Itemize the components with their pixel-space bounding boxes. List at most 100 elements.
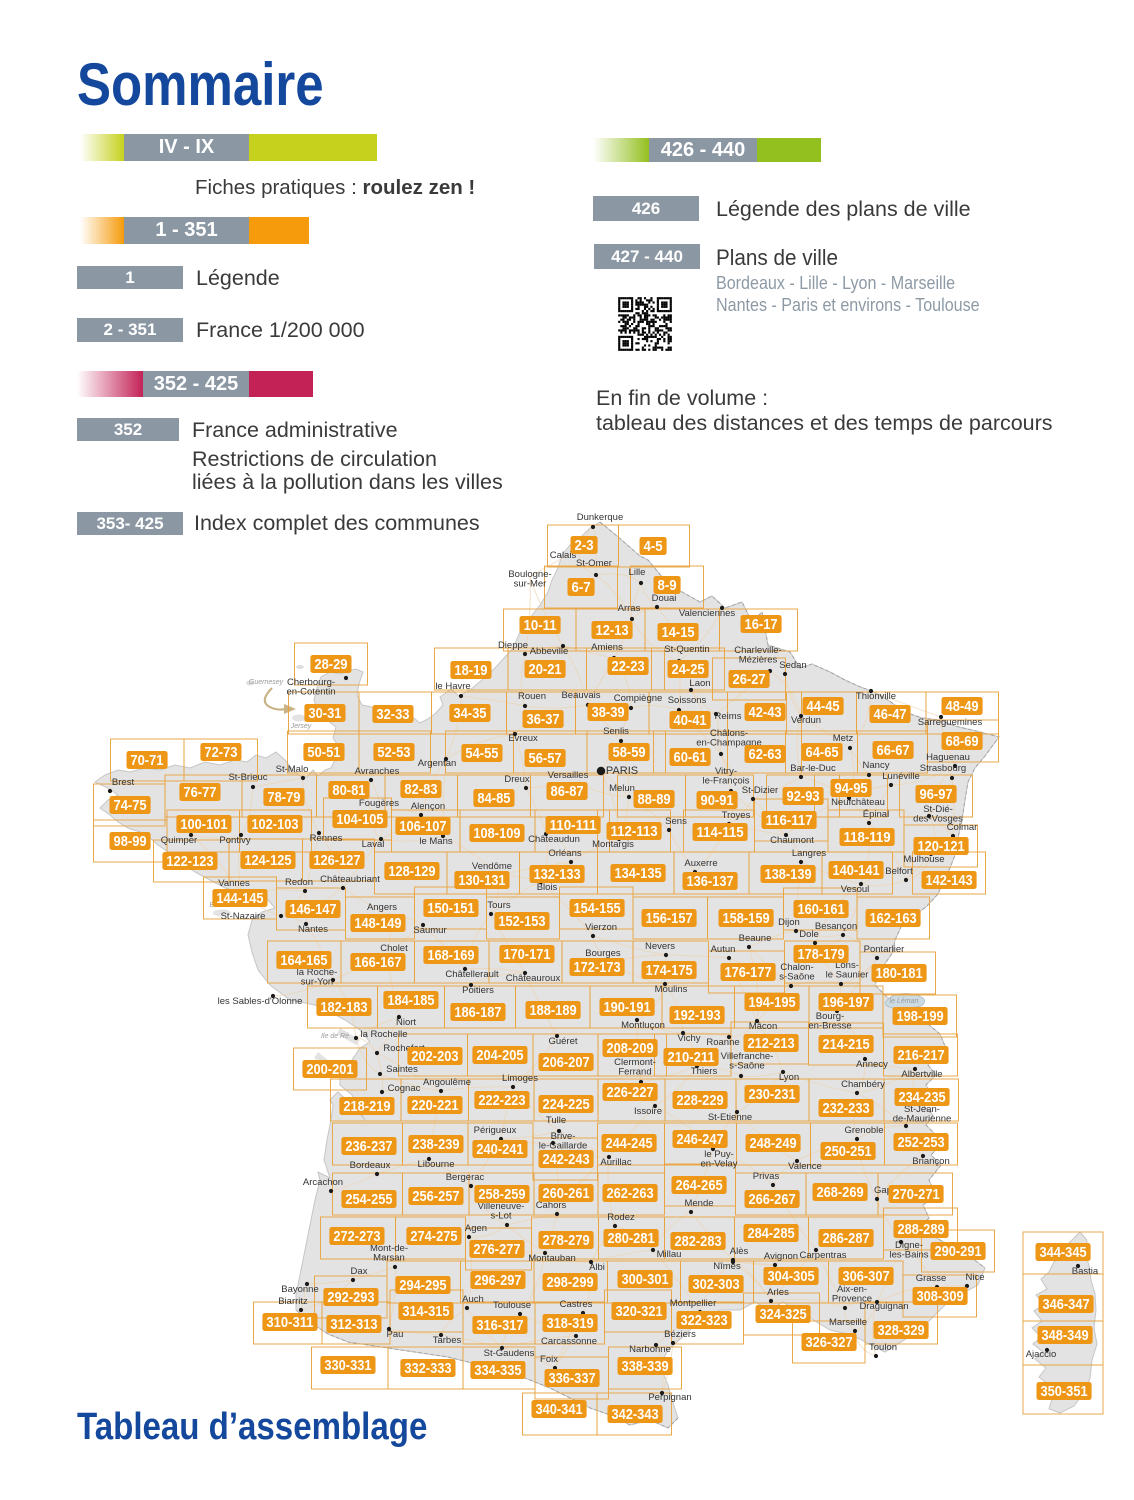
svg-text:148-149: 148-149 xyxy=(354,915,401,932)
svg-text:6-7: 6-7 xyxy=(572,579,591,596)
svg-text:Libourne: Libourne xyxy=(418,1159,455,1170)
svg-text:Evreux: Evreux xyxy=(508,733,538,744)
svg-text:110-111: 110-111 xyxy=(550,817,597,834)
svg-text:Carpentras: Carpentras xyxy=(800,1250,847,1261)
svg-text:Cognac: Cognac xyxy=(388,1083,421,1094)
svg-text:302-303: 302-303 xyxy=(693,1276,740,1293)
svg-text:Valenciennes: Valenciennes xyxy=(679,608,736,619)
svg-text:Privas: Privas xyxy=(753,1171,780,1182)
svg-text:340-341: 340-341 xyxy=(536,1401,583,1418)
svg-text:Narbonne: Narbonne xyxy=(629,1344,671,1355)
svg-text:s-Saône: s-Saône xyxy=(779,972,814,983)
svg-text:Orléans: Orléans xyxy=(548,848,582,859)
svg-text:130-131: 130-131 xyxy=(458,872,505,889)
svg-text:118-119: 118-119 xyxy=(844,829,891,846)
svg-text:Guernesey: Guernesey xyxy=(249,679,284,686)
svg-text:Nantes: Nantes xyxy=(298,924,328,935)
svg-text:Sens: Sens xyxy=(665,816,687,827)
svg-text:Pau: Pau xyxy=(387,1329,404,1340)
svg-text:Chaumont: Chaumont xyxy=(770,835,814,846)
svg-text:166-167: 166-167 xyxy=(354,954,401,971)
svg-text:186-187: 186-187 xyxy=(454,1004,501,1021)
svg-text:Chalon-: Chalon- xyxy=(780,962,813,973)
svg-text:Villeneuve-: Villeneuve- xyxy=(478,1201,525,1212)
svg-text:310-311: 310-311 xyxy=(266,1314,313,1331)
svg-text:Mont-de-: Mont-de- xyxy=(370,1243,408,1254)
svg-text:204-205: 204-205 xyxy=(476,1047,523,1064)
svg-text:150-151: 150-151 xyxy=(427,900,474,917)
svg-text:le Léman: le Léman xyxy=(890,998,919,1005)
svg-text:de-Maurienne: de-Maurienne xyxy=(893,1114,952,1125)
svg-text:184-185: 184-185 xyxy=(387,992,434,1009)
svg-text:Aurillac: Aurillac xyxy=(600,1157,631,1168)
svg-text:Sarreguemines: Sarreguemines xyxy=(918,717,983,728)
svg-text:206-207: 206-207 xyxy=(543,1054,590,1071)
svg-text:Bastia: Bastia xyxy=(1072,1266,1099,1277)
svg-text:96-97: 96-97 xyxy=(920,786,953,803)
svg-text:en-Velay: en-Velay xyxy=(701,1159,738,1170)
svg-text:202-203: 202-203 xyxy=(411,1048,458,1065)
svg-text:318-319: 318-319 xyxy=(547,1315,594,1332)
svg-text:28-29: 28-29 xyxy=(314,656,347,673)
svg-text:278-279: 278-279 xyxy=(543,1232,590,1249)
svg-text:Châtellerault: Châtellerault xyxy=(445,969,499,980)
svg-text:Agen: Agen xyxy=(465,1223,487,1234)
svg-text:Neufchâteau: Neufchâteau xyxy=(831,797,885,808)
svg-text:252-253: 252-253 xyxy=(898,1134,945,1151)
svg-text:244-245: 244-245 xyxy=(606,1135,653,1152)
svg-text:Béziers: Béziers xyxy=(664,1329,696,1340)
svg-text:St-Omer: St-Omer xyxy=(576,558,612,569)
svg-text:122-123: 122-123 xyxy=(166,853,213,870)
svg-text:Cherbourg-: Cherbourg- xyxy=(287,677,335,688)
svg-text:en-Bresse: en-Bresse xyxy=(808,1021,851,1032)
svg-text:Ferrand: Ferrand xyxy=(618,1067,651,1078)
svg-text:la Rochelle: la Rochelle xyxy=(361,1029,408,1040)
svg-text:140-141: 140-141 xyxy=(833,862,880,879)
svg-text:332-333: 332-333 xyxy=(404,1360,451,1377)
svg-text:Fougères: Fougères xyxy=(359,798,399,809)
svg-text:Tours: Tours xyxy=(487,900,510,911)
svg-text:Châteaubriant: Châteaubriant xyxy=(320,874,380,885)
svg-text:234-235: 234-235 xyxy=(899,1089,946,1106)
svg-text:280-281: 280-281 xyxy=(608,1230,655,1247)
svg-text:Quimper: Quimper xyxy=(161,835,197,846)
svg-text:Metz: Metz xyxy=(833,733,854,744)
svg-text:Vannes: Vannes xyxy=(218,878,250,889)
svg-text:72-73: 72-73 xyxy=(204,744,237,761)
svg-text:Vitry-: Vitry- xyxy=(715,766,737,777)
svg-text:312-313: 312-313 xyxy=(330,1316,377,1333)
svg-text:296-297: 296-297 xyxy=(474,1272,521,1289)
svg-text:Montpellier: Montpellier xyxy=(670,1298,716,1309)
svg-text:344-345: 344-345 xyxy=(1040,1244,1087,1261)
svg-text:32-33: 32-33 xyxy=(376,706,409,723)
svg-text:70-71: 70-71 xyxy=(130,752,163,769)
svg-text:Sedan: Sedan xyxy=(779,660,806,671)
svg-text:Bourg-: Bourg- xyxy=(816,1011,845,1022)
svg-text:168-169: 168-169 xyxy=(427,947,474,964)
svg-text:144-145: 144-145 xyxy=(216,890,263,907)
svg-text:188-189: 188-189 xyxy=(530,1002,577,1019)
svg-text:Issoire: Issoire xyxy=(634,1106,662,1117)
svg-text:142-143: 142-143 xyxy=(926,872,973,889)
svg-text:Lons-: Lons- xyxy=(835,960,859,971)
svg-text:Limoges: Limoges xyxy=(502,1073,538,1084)
svg-text:232-233: 232-233 xyxy=(823,1100,870,1117)
svg-text:Albi: Albi xyxy=(589,1262,605,1273)
svg-text:192-193: 192-193 xyxy=(674,1007,721,1024)
svg-text:266-267: 266-267 xyxy=(749,1191,796,1208)
svg-text:Annecy: Annecy xyxy=(856,1059,888,1070)
svg-text:le-Gaillarde: le-Gaillarde xyxy=(539,1141,588,1152)
svg-text:Chambéry: Chambéry xyxy=(841,1079,885,1090)
svg-text:348-349: 348-349 xyxy=(1042,1327,1089,1344)
svg-text:Rennes: Rennes xyxy=(310,833,343,844)
svg-text:Senlis: Senlis xyxy=(603,726,629,737)
svg-text:164-165: 164-165 xyxy=(280,952,327,969)
svg-text:98-99: 98-99 xyxy=(114,833,147,850)
svg-text:120-121: 120-121 xyxy=(918,838,965,855)
svg-text:Épinal: Épinal xyxy=(863,809,889,820)
svg-text:236-237: 236-237 xyxy=(345,1138,392,1155)
svg-text:198-199: 198-199 xyxy=(897,1008,944,1025)
svg-text:Mézières: Mézières xyxy=(739,655,778,666)
svg-text:le Puy-: le Puy- xyxy=(704,1149,734,1160)
svg-text:Toulouse: Toulouse xyxy=(493,1300,531,1311)
